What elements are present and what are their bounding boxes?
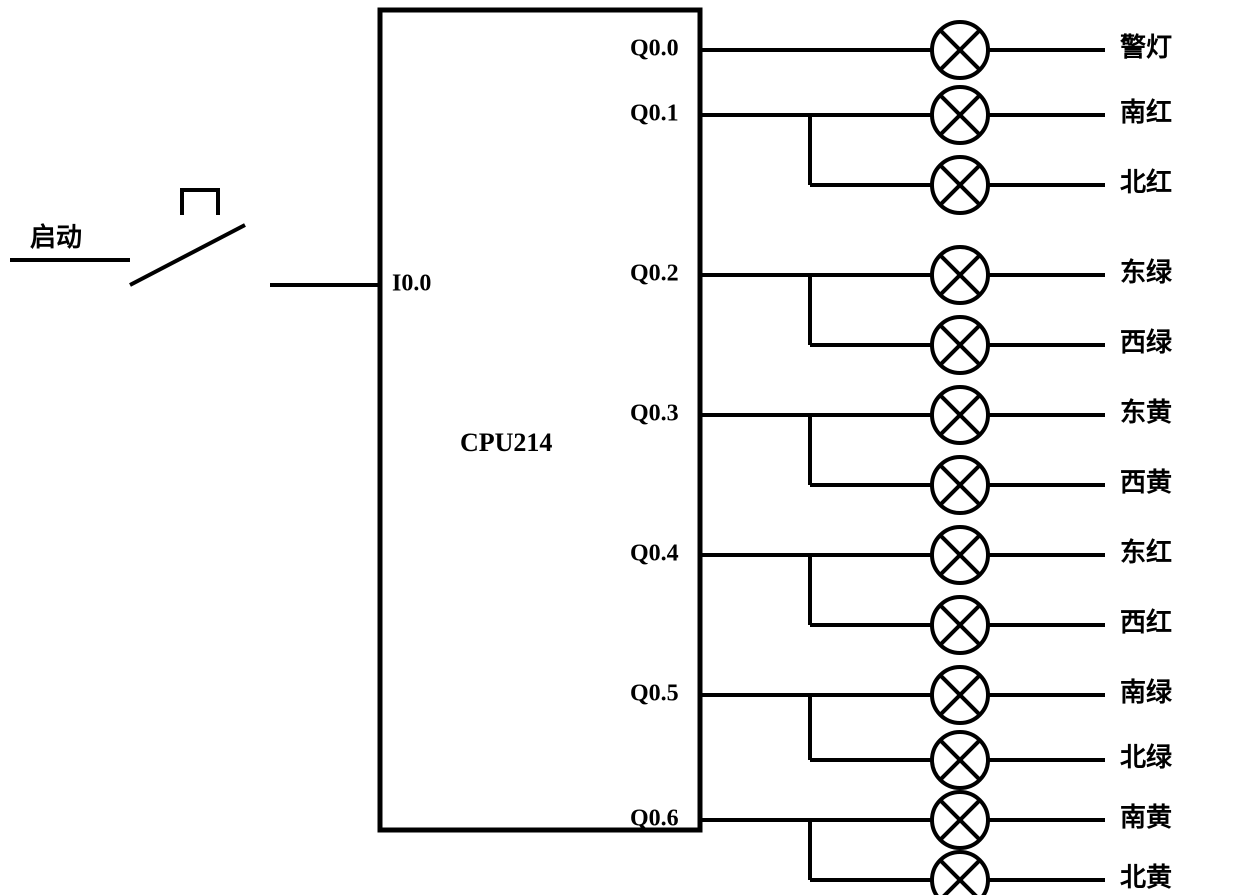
lamp-icon [932, 157, 988, 213]
lamp-icon [932, 732, 988, 788]
wiring-diagram: CPU214 启动 I0.0 Q0.0 警灯 Q0.1 南红北红 Q0.2 东绿西绿 Q0.3 东黄… [0, 0, 1237, 895]
output-port-label: Q0.1 [630, 101, 679, 127]
lamp-label: 西黄 [1120, 468, 1172, 497]
lamp-label: 东红 [1120, 537, 1172, 567]
lamp-icon [932, 597, 988, 653]
lamp-icon [932, 22, 988, 78]
output-port-label: Q0.3 [630, 401, 679, 427]
lamp-icon [932, 527, 988, 583]
lamp-label: 南红 [1120, 97, 1172, 127]
lamp-label: 东黄 [1120, 397, 1172, 427]
lamp-label: 北红 [1120, 167, 1172, 197]
lamp-label: 南绿 [1120, 678, 1173, 707]
output-port-label: Q0.5 [630, 681, 679, 707]
lamp-icon [932, 457, 988, 513]
input-port-label: I0.0 [392, 271, 431, 297]
lamp-label: 西绿 [1120, 328, 1173, 357]
lamp-icon [932, 247, 988, 303]
lamp-icon [932, 667, 988, 723]
lamp-label: 东绿 [1120, 257, 1173, 287]
lamp-label: 西红 [1120, 607, 1172, 637]
lamp-label: 警灯 [1120, 32, 1172, 62]
pushbutton-icon [182, 190, 218, 215]
lamp-label: 北绿 [1120, 743, 1173, 772]
lamp-icon [932, 852, 988, 895]
lamp-label: 南黄 [1120, 803, 1172, 832]
lamp-icon [932, 87, 988, 143]
start-label: 启动 [30, 222, 82, 252]
switch-blade [130, 225, 245, 285]
plc-name: CPU214 [460, 428, 552, 457]
output-port-label: Q0.6 [630, 806, 679, 832]
output-port-label: Q0.0 [630, 36, 679, 62]
lamp-label: 北黄 [1120, 863, 1172, 892]
lamp-icon [932, 387, 988, 443]
lamp-icon [932, 317, 988, 373]
output-port-label: Q0.2 [630, 261, 679, 287]
output-port-label: Q0.4 [630, 541, 679, 567]
lamp-icon [932, 792, 988, 848]
